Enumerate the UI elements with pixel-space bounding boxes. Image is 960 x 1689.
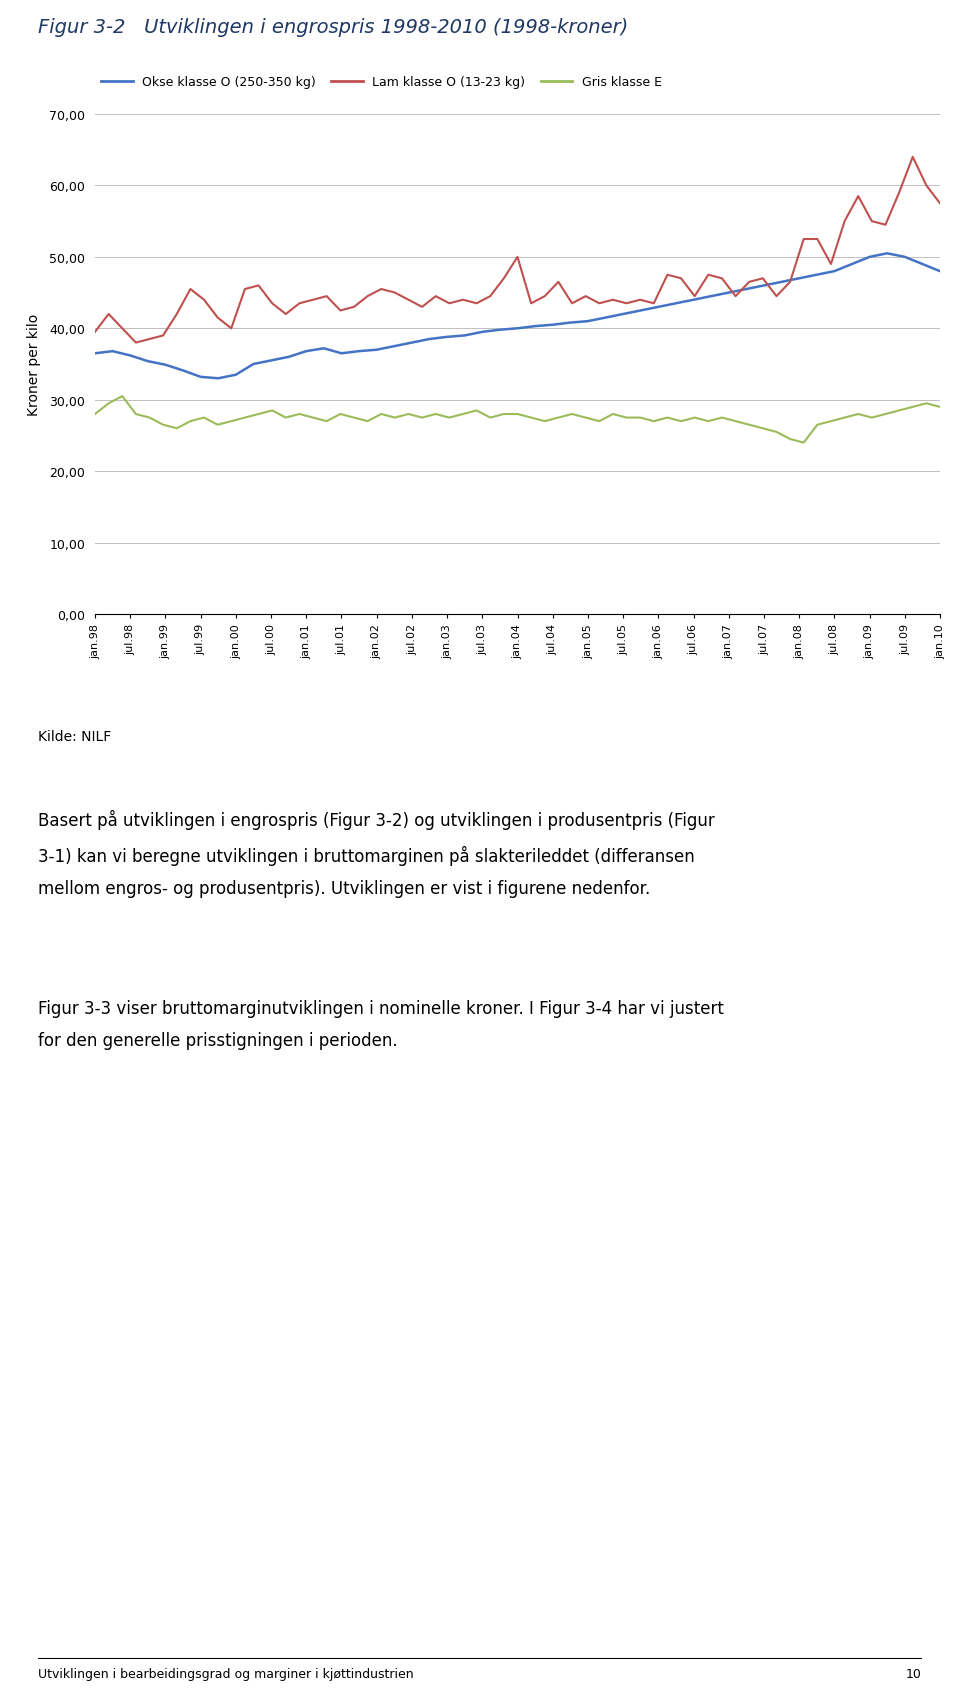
Y-axis label: Kroner per kilo: Kroner per kilo <box>27 314 41 415</box>
Text: Figur 3-3 viser bruttomarginutviklingen i nominelle kroner. I Figur 3-4 har vi j: Figur 3-3 viser bruttomarginutviklingen … <box>38 1000 724 1049</box>
Text: 10: 10 <box>905 1667 922 1681</box>
Text: Figur 3-2   Utviklingen i engrospris 1998-2010 (1998-kroner): Figur 3-2 Utviklingen i engrospris 1998-… <box>38 19 629 37</box>
Text: Basert på utviklingen i engrospris (Figur 3-2) og utviklingen i produsentpris (F: Basert på utviklingen i engrospris (Figu… <box>38 809 715 897</box>
Text: Utviklingen i bearbeidingsgrad og marginer i kjøttindustrien: Utviklingen i bearbeidingsgrad og margin… <box>38 1667 414 1681</box>
Text: Kilde: NILF: Kilde: NILF <box>38 730 111 743</box>
Legend: Okse klasse O (250-350 kg), Lam klasse O (13-23 kg), Gris klasse E: Okse klasse O (250-350 kg), Lam klasse O… <box>101 76 661 90</box>
